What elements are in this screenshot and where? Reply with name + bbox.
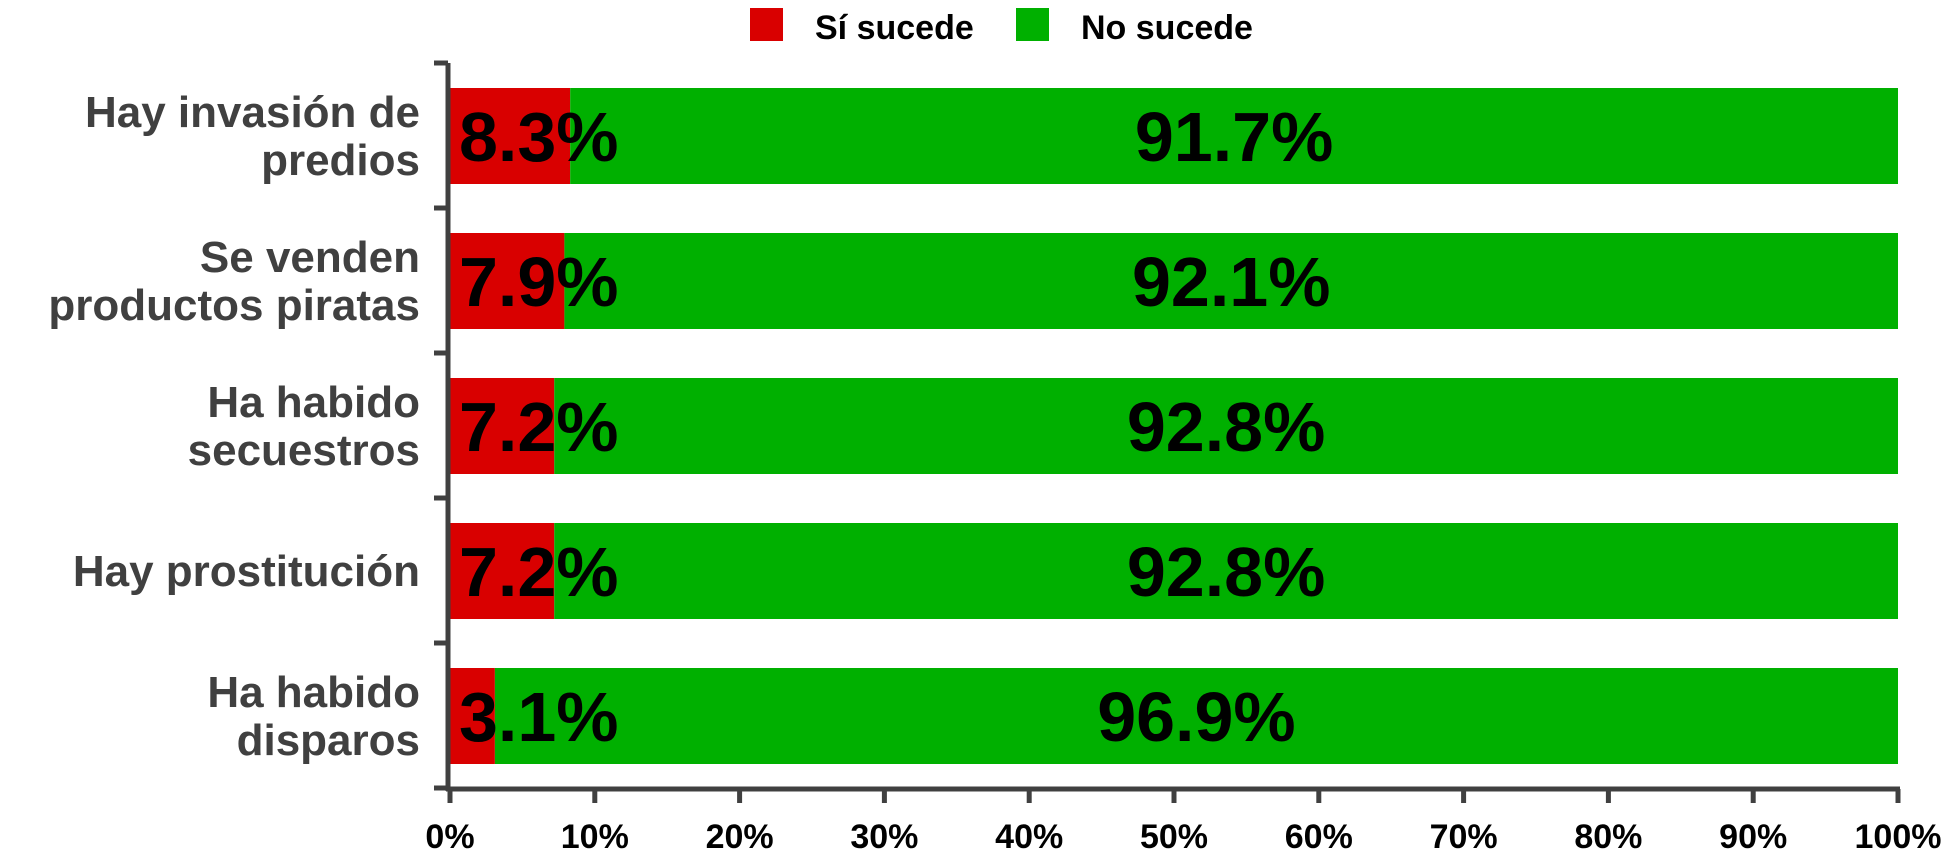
x-tick-labels: 0% 10% 20% 30% 40% 50% 60% 70% 80% 90% 100% xyxy=(425,818,1941,853)
data-label-si-1: 7.9% xyxy=(459,243,619,321)
legend: Sí sucede No sucede xyxy=(750,8,1253,47)
x-tick-label-4: 40% xyxy=(995,818,1063,853)
bar-si-4 xyxy=(450,668,495,764)
x-tick-label-0: 0% xyxy=(425,818,474,853)
x-tick-label-2: 20% xyxy=(706,818,774,853)
category-label-2-0: Ha habido xyxy=(207,378,420,427)
x-tick-label-10: 100% xyxy=(1855,818,1942,853)
category-label-4-0: Ha habido xyxy=(207,668,420,717)
x-tick-label-1: 10% xyxy=(561,818,629,853)
bars xyxy=(450,88,1899,764)
category-label-0-0: Hay invasión de xyxy=(85,88,420,137)
data-label-no-4: 96.9% xyxy=(1097,678,1295,756)
data-labels: 8.3% 91.7% 7.9% 92.1% 7.2% 92.8% 7.2% 92.8% 3.1%… xyxy=(459,98,1333,756)
data-label-si-2: 7.2% xyxy=(459,388,619,466)
bar-si-3 xyxy=(450,523,555,619)
legend-label-0: Sí sucede xyxy=(815,9,974,47)
category-label-2-1: secuestros xyxy=(188,426,420,475)
bar-no-0 xyxy=(570,88,1898,184)
category-label-1-0: Se venden xyxy=(200,233,420,282)
category-label-4-1: disparos xyxy=(237,716,420,765)
x-tick-label-7: 70% xyxy=(1430,818,1498,853)
x-tick-label-9: 90% xyxy=(1719,818,1787,853)
x-tick-label-8: 80% xyxy=(1574,818,1642,853)
bar-si-1 xyxy=(450,233,565,329)
category-label-1-1: productos piratas xyxy=(48,281,420,330)
x-tick-label-3: 30% xyxy=(850,818,918,853)
data-label-no-2: 92.8% xyxy=(1127,388,1325,466)
data-label-no-0: 91.7% xyxy=(1135,98,1333,176)
legend-label-1: No sucede xyxy=(1081,9,1253,47)
data-label-no-3: 92.8% xyxy=(1127,533,1325,611)
data-label-no-1: 92.1% xyxy=(1132,243,1330,321)
legend-swatch-1 xyxy=(1016,8,1049,41)
data-label-si-4: 3.1% xyxy=(459,678,619,756)
legend-swatch-0 xyxy=(750,8,783,41)
bar-si-0 xyxy=(450,88,571,184)
data-label-si-0: 8.3% xyxy=(459,98,619,176)
bar-no-3 xyxy=(554,523,1898,619)
x-tick-label-6: 60% xyxy=(1285,818,1353,853)
bar-no-4 xyxy=(494,668,1899,764)
category-label-3-0: Hay prostitución xyxy=(73,547,420,596)
data-label-si-3: 7.2% xyxy=(459,533,619,611)
category-label-0-1: predios xyxy=(261,136,420,185)
x-tick-label-5: 50% xyxy=(1140,818,1208,853)
bar-no-2 xyxy=(554,378,1898,474)
bar-no-1 xyxy=(564,233,1898,329)
bar-si-2 xyxy=(450,378,555,474)
axes xyxy=(434,60,1901,803)
